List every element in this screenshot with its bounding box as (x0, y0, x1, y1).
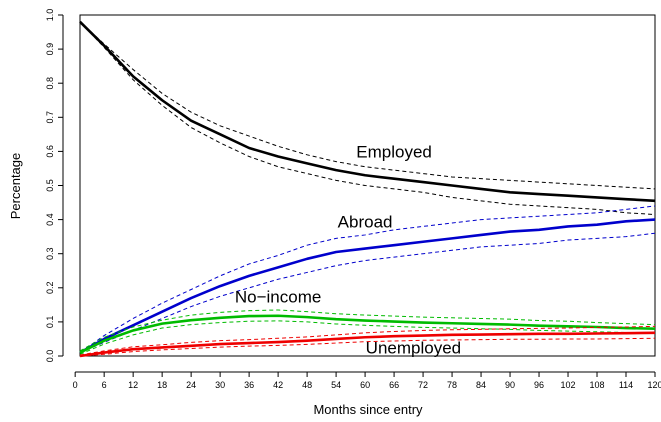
employed-label: Employed (356, 143, 432, 162)
x-tick-label: 72 (418, 380, 428, 390)
y-tick-label: 0.4 (45, 213, 55, 226)
x-tick-label: 90 (505, 380, 515, 390)
x-tick-label: 60 (360, 380, 370, 390)
no-income-series-line (79, 314, 656, 354)
x-tick-label: 66 (389, 380, 399, 390)
x-tick-label: 84 (476, 380, 486, 390)
x-tick-label: 42 (273, 380, 283, 390)
abroad-upper-band (79, 205, 656, 353)
y-tick-label: 0.3 (45, 247, 55, 260)
x-tick-label: 114 (619, 380, 633, 390)
plot-frame (79, 14, 656, 357)
unemployed-label: Unemployed (366, 339, 461, 358)
no-income-label: No−income (235, 288, 321, 307)
y-axis-title: Percentage (8, 153, 23, 220)
no-income-upper-band (79, 309, 656, 352)
abroad-lower-band (79, 232, 656, 354)
y-tick-label: 0.0 (45, 350, 55, 363)
unemployed-upper-band (79, 325, 656, 356)
x-tick-label: 6 (102, 380, 107, 390)
unemployed-lower-band (79, 337, 656, 357)
x-tick-label: 102 (561, 380, 576, 390)
x-tick-label: 12 (128, 380, 138, 390)
plot-border (79, 14, 656, 357)
y-tick-label: 0.2 (45, 282, 55, 295)
x-tick-label: 54 (331, 380, 341, 390)
y-tick-label: 0.6 (45, 145, 55, 158)
y-tick-label: 0.9 (45, 43, 55, 56)
no-income-lower-band (79, 320, 656, 355)
employed-lower-band (79, 21, 656, 215)
x-tick-label: 120 (647, 380, 661, 390)
x-tick-label: 30 (215, 380, 225, 390)
abroad-series-line (79, 218, 656, 354)
x-axis-title: Months since entry (313, 402, 423, 417)
x-tick-label: 24 (186, 380, 196, 390)
x-tick-label: 96 (534, 380, 544, 390)
y-axis: 0.0 0.1 0.2 0.3 0.4 0.5 0.6 0.7 0.8 0.9 1.0 (45, 9, 64, 363)
y-tick-label: 0.5 (45, 179, 55, 192)
y-tick-label: 0.1 (45, 316, 55, 329)
series-layer (79, 20, 656, 358)
employed-series-line (79, 20, 656, 203)
x-tick-label: 36 (244, 380, 254, 390)
unemployed-series-line (79, 331, 656, 358)
abroad-label: Abroad (338, 212, 393, 231)
x-tick-label: 78 (447, 380, 457, 390)
x-tick-label: 108 (590, 380, 605, 390)
x-axis: 0 6 12 18 24 30 36 42 48 54 60 66 72 78 84 90 96 102 108 11… (73, 371, 661, 390)
x-tick-label: 0 (73, 380, 78, 390)
y-tick-label: 1.0 (45, 9, 55, 22)
annotation-layer: Employed Abroad No−income Unemployed (235, 143, 461, 358)
x-tick-label: 18 (157, 380, 167, 390)
employed-upper-band (79, 21, 656, 190)
y-tick-label: 0.7 (45, 111, 55, 124)
x-tick-label: 48 (302, 380, 312, 390)
y-tick-label: 0.8 (45, 77, 55, 90)
